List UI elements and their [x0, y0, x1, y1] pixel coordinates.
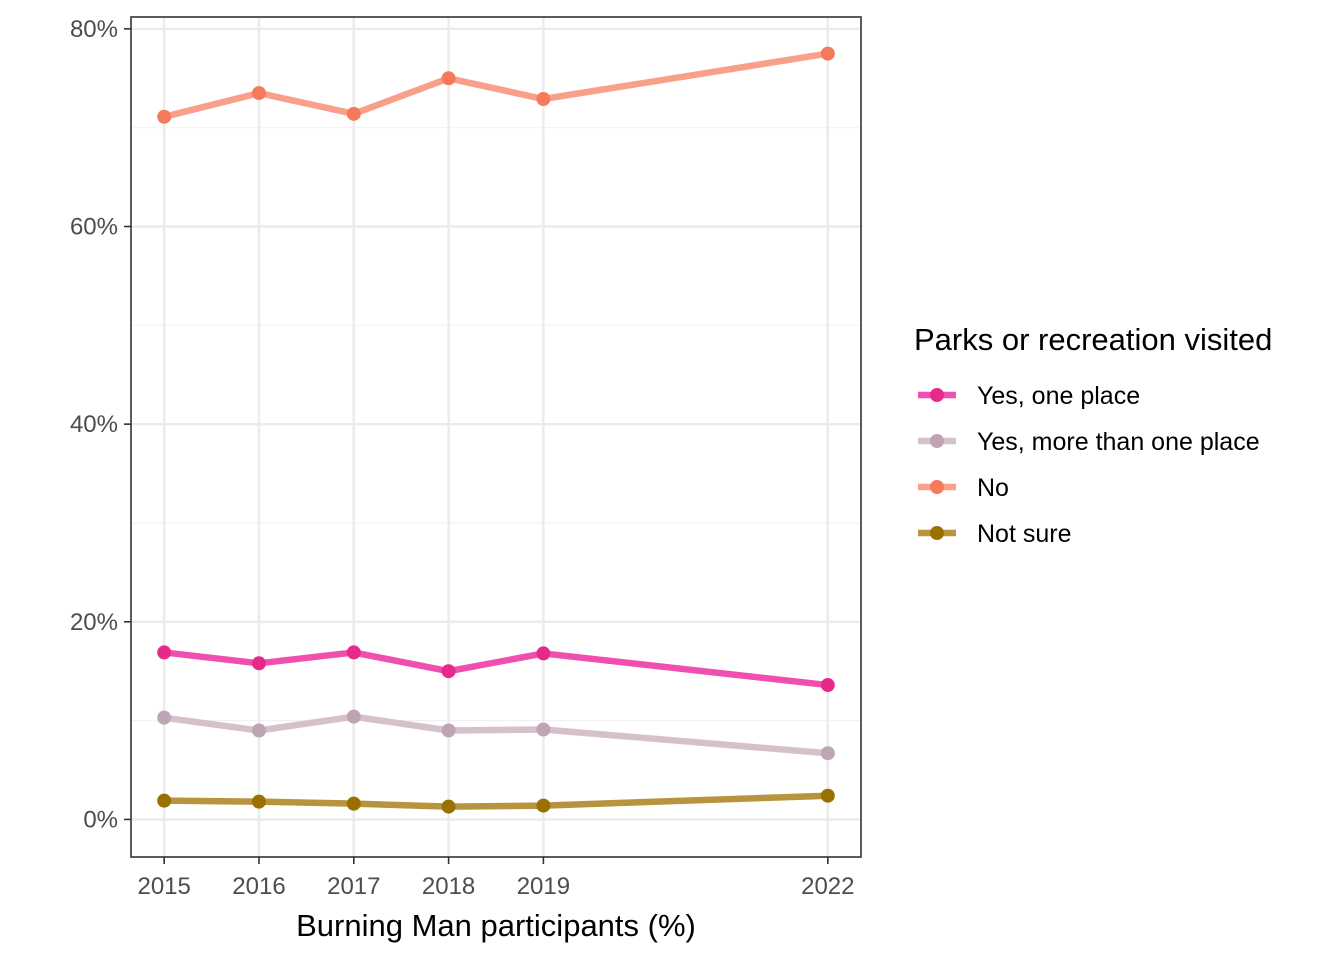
data-point [157, 645, 172, 660]
x-tick-label: 2015 [137, 873, 190, 900]
y-axis: 0% 20% 40% 60% 80% [70, 16, 131, 833]
data-point [346, 106, 361, 121]
data-point [441, 71, 456, 86]
legend: Parks or recreation visited Yes, one pla… [914, 322, 1272, 548]
legend-key-point [930, 480, 944, 494]
data-point [536, 798, 551, 813]
legend-item: No [918, 474, 1009, 502]
legend-title: Parks or recreation visited [914, 322, 1272, 357]
data-point [346, 796, 361, 811]
legend-label: No [977, 474, 1009, 502]
y-tick-label: 40% [70, 411, 118, 438]
legend-key-point [930, 526, 944, 540]
panel-background [131, 17, 861, 857]
data-point [536, 646, 551, 661]
data-point [536, 722, 551, 737]
legend-key-point [930, 434, 944, 448]
legend-label: Yes, more than one place [977, 428, 1260, 456]
x-axis: 2015 2016 2017 2018 2019 2022 [137, 857, 855, 900]
x-tick-label: 2022 [801, 873, 854, 900]
series-line-3 [164, 792, 828, 810]
panel-border [130, 16, 862, 858]
data-point [251, 723, 266, 738]
data-point [157, 710, 172, 725]
series-line-0 [163, 649, 829, 689]
series-line-2 [163, 50, 829, 120]
legend-key-point [930, 388, 944, 402]
data-point [346, 709, 361, 724]
data-point [441, 723, 456, 738]
series-lines [163, 50, 829, 810]
data-point [157, 109, 172, 124]
series-line-1 [163, 713, 829, 757]
series-points [157, 46, 835, 814]
legend-label: Not sure [977, 520, 1071, 548]
data-point [157, 793, 172, 808]
y-tick-label: 60% [70, 214, 118, 241]
data-point [251, 794, 266, 809]
data-point [346, 645, 361, 660]
data-point [251, 86, 266, 101]
y-tick-label: 80% [70, 16, 118, 43]
data-point [820, 788, 835, 803]
data-point [536, 92, 551, 107]
legend-label: Yes, one place [977, 382, 1140, 410]
data-point [820, 46, 835, 61]
legend-item: Yes, one place [918, 382, 1140, 410]
x-tick-label: 2018 [422, 873, 475, 900]
y-tick-label: 0% [83, 806, 118, 833]
y-tick-label: 20% [70, 609, 118, 636]
data-point [820, 678, 835, 693]
x-tick-label: 2016 [232, 873, 285, 900]
legend-item: Not sure [918, 520, 1071, 548]
data-point [441, 664, 456, 679]
x-tick-label: 2019 [517, 873, 570, 900]
x-tick-label: 2017 [327, 873, 380, 900]
legend-item: Yes, more than one place [918, 428, 1260, 456]
data-point [251, 656, 266, 671]
x-axis-title: Burning Man participants (%) [296, 908, 696, 943]
legend-items: Yes, one place Yes, more than one place No… [918, 382, 1260, 548]
data-point [820, 746, 835, 761]
data-point [441, 799, 456, 814]
